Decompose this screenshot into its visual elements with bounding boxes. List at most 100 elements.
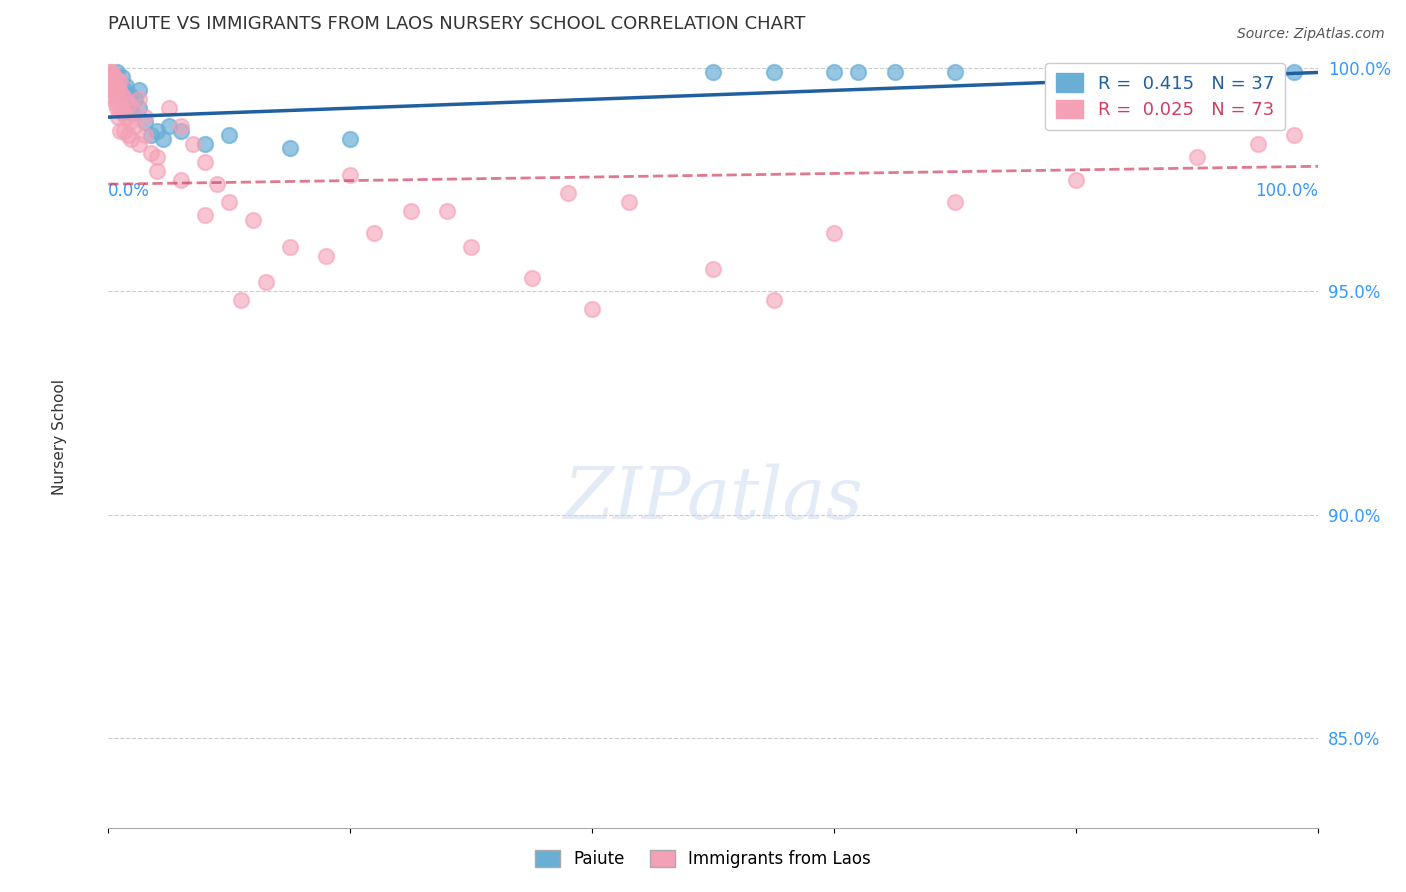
Point: [120, 132, 142, 146]
Point: [254, 276, 277, 290]
Point: [145, 150, 167, 164]
Point: [557, 186, 579, 200]
Point: [1064, 172, 1087, 186]
Point: [98, 65, 121, 79]
Point: [104, 70, 127, 84]
Point: [108, 87, 131, 102]
Point: [101, 74, 124, 88]
Point: [436, 204, 458, 219]
Point: [1064, 65, 1087, 79]
Point: [194, 136, 217, 151]
Legend: R =  0.415   N = 37, R =  0.025   N = 73: R = 0.415 N = 37, R = 0.025 N = 73: [1046, 62, 1285, 130]
Point: [943, 65, 966, 79]
Point: [848, 65, 870, 79]
Point: [103, 74, 125, 88]
Point: [278, 141, 301, 155]
Point: [702, 65, 724, 79]
Point: [134, 114, 156, 128]
Point: [124, 119, 146, 133]
Point: [104, 78, 127, 93]
Point: [104, 96, 127, 111]
Point: [128, 101, 150, 115]
Point: [460, 240, 482, 254]
Point: [218, 195, 240, 210]
Point: [107, 78, 129, 93]
Point: [101, 83, 124, 97]
Point: [121, 105, 143, 120]
Point: [128, 83, 150, 97]
Point: [363, 227, 385, 241]
Point: [315, 249, 337, 263]
Point: [762, 65, 785, 79]
Point: [112, 83, 135, 97]
Point: [110, 123, 132, 137]
Point: [111, 105, 134, 120]
Point: [617, 195, 640, 210]
Point: [101, 65, 124, 79]
Point: [194, 209, 217, 223]
Text: PAIUTE VS IMMIGRANTS FROM LAOS NURSERY SCHOOL CORRELATION CHART: PAIUTE VS IMMIGRANTS FROM LAOS NURSERY S…: [108, 15, 806, 33]
Point: [231, 293, 253, 308]
Point: [107, 74, 129, 88]
Point: [128, 136, 150, 151]
Point: [139, 145, 162, 160]
Point: [103, 83, 125, 97]
Point: [100, 65, 122, 79]
Point: [98, 78, 121, 93]
Text: ZIPatlas: ZIPatlas: [564, 464, 863, 534]
Point: [114, 92, 136, 106]
Point: [108, 83, 131, 97]
Point: [110, 87, 132, 102]
Point: [1282, 128, 1305, 142]
Point: [100, 70, 122, 84]
Point: [883, 65, 905, 79]
Point: [943, 195, 966, 210]
Point: [110, 101, 132, 115]
Point: [115, 110, 138, 124]
Point: [124, 92, 146, 106]
Point: [823, 65, 845, 79]
Point: [145, 123, 167, 137]
Point: [118, 96, 141, 111]
Point: [157, 101, 180, 115]
Point: [157, 119, 180, 133]
Point: [110, 74, 132, 88]
Point: [134, 128, 156, 142]
Point: [105, 101, 128, 115]
Legend: Paiute, Immigrants from Laos: Paiute, Immigrants from Laos: [529, 843, 877, 875]
Point: [98, 74, 121, 88]
Point: [115, 78, 138, 93]
Point: [118, 114, 141, 128]
Point: [118, 87, 141, 102]
Text: Nursery School: Nursery School: [52, 378, 67, 494]
Point: [107, 92, 129, 106]
Point: [170, 123, 193, 137]
Point: [205, 177, 228, 191]
Point: [139, 128, 162, 142]
Text: 100.0%: 100.0%: [1256, 183, 1319, 201]
Point: [110, 74, 132, 88]
Point: [100, 74, 122, 88]
Point: [101, 87, 124, 102]
Point: [170, 119, 193, 133]
Point: [170, 172, 193, 186]
Point: [112, 123, 135, 137]
Point: [101, 78, 124, 93]
Point: [101, 74, 124, 88]
Point: [1187, 150, 1209, 164]
Point: [103, 92, 125, 106]
Point: [823, 227, 845, 241]
Point: [581, 302, 603, 317]
Point: [339, 168, 361, 182]
Point: [1247, 65, 1270, 79]
Point: [110, 70, 132, 84]
Point: [1247, 136, 1270, 151]
Point: [762, 293, 785, 308]
Point: [145, 163, 167, 178]
Point: [105, 83, 128, 97]
Point: [520, 271, 543, 285]
Point: [128, 92, 150, 106]
Point: [98, 70, 121, 84]
Text: Source: ZipAtlas.com: Source: ZipAtlas.com: [1237, 27, 1385, 41]
Point: [1126, 65, 1149, 79]
